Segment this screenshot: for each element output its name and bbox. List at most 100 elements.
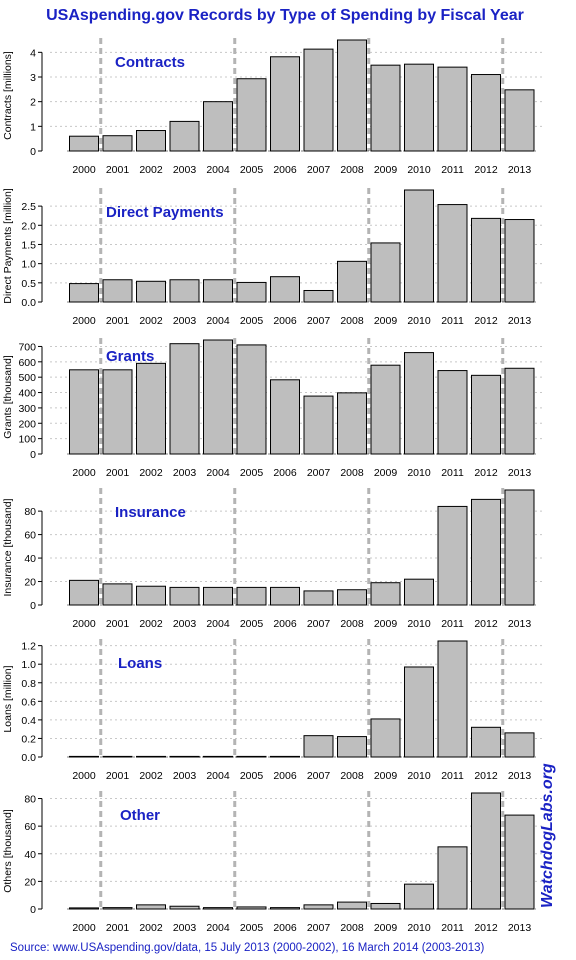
x-tick-label: 2003 (173, 618, 197, 630)
x-tick-label: 2011 (441, 770, 464, 782)
bar-2001 (102, 369, 133, 455)
x-tick-label: 2007 (307, 315, 331, 327)
bar-2000 (69, 907, 99, 910)
x-tick-label: 2007 (307, 467, 331, 479)
x-tick-label: 2012 (474, 770, 498, 782)
x-tick-label: 2005 (240, 467, 264, 479)
y-axis-title: Direct Payments [million] (2, 188, 14, 304)
bar-2001 (102, 755, 133, 758)
bar-2004 (203, 101, 233, 152)
bar-2010 (404, 352, 434, 455)
y-tick-label: 100 (18, 434, 36, 446)
bar-2007 (303, 395, 334, 455)
y-tick-label: 60 (24, 821, 36, 833)
x-tick-label: 2005 (240, 315, 264, 327)
y-tick-label: 0.0 (21, 297, 36, 309)
x-tick-label: 2010 (407, 770, 431, 782)
bar-2001 (102, 907, 133, 910)
bar-2009 (370, 718, 401, 758)
y-tick-label: 700 (18, 341, 36, 353)
y-tick-label: 0.2 (21, 733, 36, 745)
x-tick-label: 2012 (474, 467, 498, 479)
x-tick-label: 2009 (374, 922, 398, 934)
x-tick-label: 2001 (106, 922, 130, 934)
x-tick-label: 2013 (508, 922, 532, 934)
bar-2012 (471, 726, 501, 758)
y-tick-label: 40 (24, 553, 36, 565)
x-tick-label: 2003 (173, 164, 197, 176)
bar-2011 (437, 66, 468, 152)
bar-2002 (136, 280, 166, 303)
bar-2006 (270, 907, 300, 910)
y-tick-label: 0.4 (21, 715, 36, 727)
y-axis-title: Loans [million] (2, 665, 14, 732)
bar-2013 (504, 89, 535, 152)
panel-label: Contracts (115, 54, 185, 71)
bar-2009 (370, 582, 401, 606)
x-tick-label: 2010 (407, 922, 431, 934)
x-tick-label: 2007 (307, 164, 331, 176)
bar-2010 (404, 578, 434, 606)
x-tick-label: 2006 (273, 467, 297, 479)
x-tick-label: 2005 (240, 770, 264, 782)
bar-2010 (404, 63, 434, 152)
y-tick-label: 2.0 (21, 220, 36, 232)
bar-2013 (504, 732, 535, 758)
x-tick-label: 2011 (441, 315, 464, 327)
y-tick-label: 1 (30, 121, 36, 133)
bar-2013 (504, 219, 535, 303)
bar-2004 (203, 279, 233, 303)
bar-2011 (437, 370, 468, 455)
y-tick-label: 20 (24, 577, 36, 589)
y-tick-label: 300 (18, 403, 36, 415)
x-tick-label: 2012 (474, 618, 498, 630)
x-tick-label: 2010 (407, 467, 431, 479)
x-tick-label: 2004 (206, 315, 230, 327)
x-tick-label: 2002 (139, 164, 163, 176)
bar-2001 (102, 583, 133, 606)
bar-2008 (337, 901, 367, 910)
x-tick-label: 2003 (173, 315, 197, 327)
x-tick-label: 2005 (240, 618, 264, 630)
watermark: WatchdogLabs.org (539, 763, 556, 908)
y-tick-label: 1.5 (21, 239, 36, 251)
y-tick-label: 1.0 (21, 659, 36, 671)
x-tick-label: 2004 (206, 770, 230, 782)
x-tick-label: 2000 (72, 618, 96, 630)
x-tick-label: 2008 (340, 618, 364, 630)
x-tick-label: 2011 (441, 922, 464, 934)
panel-label: Other (120, 807, 160, 824)
y-tick-label: 0 (30, 600, 36, 612)
bar-2012 (471, 217, 501, 303)
bar-2004 (203, 586, 233, 606)
x-tick-label: 2010 (407, 315, 431, 327)
bar-2003 (169, 343, 200, 455)
bar-2008 (337, 260, 367, 303)
bar-2008 (337, 589, 367, 606)
panel-grants: 0 100 200 300 400 500 600 700 Grants [thousand] 2… (2, 338, 544, 479)
x-tick-label: 2007 (307, 770, 331, 782)
bar-2006 (270, 56, 300, 152)
y-tick-label: 400 (18, 388, 36, 400)
bar-2007 (303, 904, 334, 910)
y-tick-label: 0.8 (21, 678, 36, 690)
x-tick-label: 2004 (206, 618, 230, 630)
x-tick-label: 2002 (139, 770, 163, 782)
y-tick-label: 0 (30, 449, 36, 461)
bar-2010 (404, 883, 434, 910)
x-tick-label: 2008 (340, 315, 364, 327)
panel-other: 0 20 40 60 80 Others [thousand] 2000 2001 2002 20… (2, 791, 544, 934)
bar-2000 (69, 369, 99, 455)
bar-2009 (370, 902, 401, 910)
x-tick-label: 2002 (139, 467, 163, 479)
y-tick-label: 60 (24, 530, 36, 542)
y-axis-title: Others [thousand] (2, 809, 14, 893)
x-tick-label: 2011 (441, 467, 464, 479)
x-tick-label: 2006 (273, 922, 297, 934)
y-tick-label: 500 (18, 372, 36, 384)
panel-direct-payments: 0.0 0.5 1.0 1.5 2.0 2.5 Direct Payments [milli… (2, 188, 544, 327)
y-axis-title: Grants [thousand] (2, 355, 14, 439)
bar-2005 (236, 586, 267, 606)
x-tick-label: 2009 (374, 770, 398, 782)
bar-2009 (370, 64, 401, 152)
